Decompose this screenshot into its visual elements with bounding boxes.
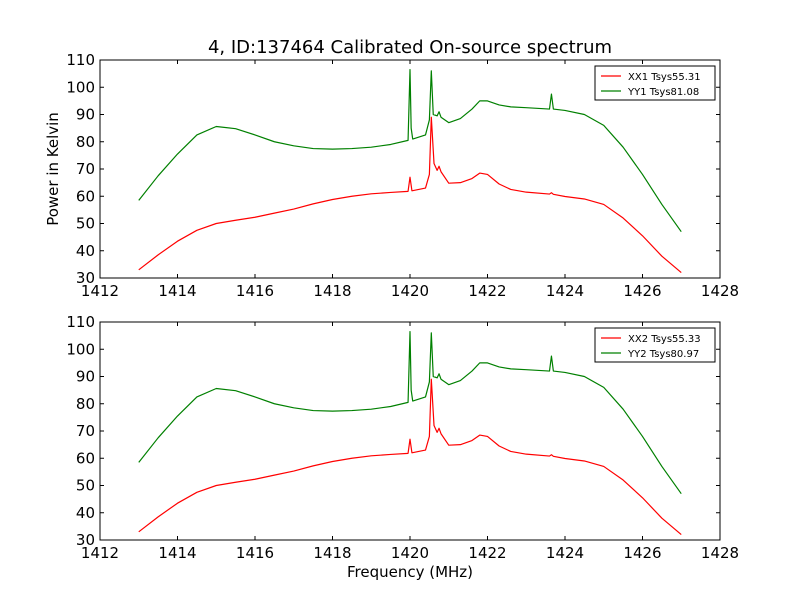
x-tick-label: 1422 [468, 282, 506, 300]
x-tick-label: 1422 [468, 544, 506, 562]
legend-label: YY2 Tsys80.97 [627, 349, 699, 360]
x-tick-label: 1414 [158, 544, 196, 562]
legend-label: YY1 Tsys81.08 [627, 87, 699, 98]
y-tick-label: 60 [76, 449, 95, 467]
y-tick-label: 110 [66, 51, 95, 69]
legend-box [594, 65, 716, 101]
plot-panel-1: 1412 1414 1416 1418 1420 1422 1424 1426 1428 30 40… [66, 51, 739, 300]
x-tick-label: 1414 [158, 282, 196, 300]
series-line-1-2 [138, 68, 682, 233]
y-tick-label: 100 [66, 340, 95, 358]
legend-label: XX2 Tsys55.33 [628, 334, 701, 345]
y-tick-label: 90 [76, 106, 95, 124]
plot-panels: 1412 1414 1416 1418 1420 1422 1424 1426 1428 30 40… [66, 51, 739, 562]
x-tick-label: 1416 [236, 544, 274, 562]
legend-2: XX2 Tsys55.33 YY2 Tsys80.97 [594, 327, 716, 363]
series-line-2-1 [138, 378, 682, 536]
y-tick-label: 50 [76, 215, 95, 233]
y-tick-label: 40 [76, 504, 95, 522]
x-tick-label: 1412 [81, 282, 119, 300]
x-tick-label: 1428 [701, 544, 739, 562]
x-tick-label: 1420 [391, 544, 429, 562]
x-tick-label: 1426 [623, 282, 661, 300]
y-tick-label: 100 [66, 78, 95, 96]
series-line-2-2 [138, 330, 682, 495]
y-tick-label: 90 [76, 368, 95, 386]
y-tick-label: 80 [76, 395, 95, 413]
series-line-1-1 [138, 116, 682, 274]
x-tick-label: 1424 [546, 544, 584, 562]
y-tick-label: 60 [76, 187, 95, 205]
y-tick-label: 70 [76, 422, 95, 440]
x-tick-label: 1418 [313, 282, 351, 300]
y-tick-label: 30 [76, 269, 95, 287]
x-tick-label: 1418 [313, 544, 351, 562]
plot-panel-2: 1412 1414 1416 1418 1420 1422 1424 1426 1428 30 40… [66, 313, 739, 562]
y-tick-label: 110 [66, 313, 95, 331]
y-axis-label: Power in Kelvin [44, 112, 62, 226]
legend-1: XX1 Tsys55.31 YY1 Tsys81.08 [594, 65, 716, 101]
y-tick-label: 40 [76, 242, 95, 260]
y-tick-label: 30 [76, 531, 95, 549]
x-tick-label: 1428 [701, 282, 739, 300]
x-tick-label: 1420 [391, 282, 429, 300]
y-tick-label: 80 [76, 133, 95, 151]
x-tick-label: 1424 [546, 282, 584, 300]
x-tick-label: 1412 [81, 544, 119, 562]
legend-label: XX1 Tsys55.31 [628, 72, 701, 83]
x-axis-label: Frequency (MHz) [347, 563, 473, 581]
y-tick-label: 70 [76, 160, 95, 178]
y-tick-label: 50 [76, 477, 95, 495]
x-tick-label: 1416 [236, 282, 274, 300]
figure-title: 4, ID:137464 Calibrated On-source spectr… [208, 37, 612, 58]
x-tick-label: 1426 [623, 544, 661, 562]
legend-box [594, 327, 716, 363]
